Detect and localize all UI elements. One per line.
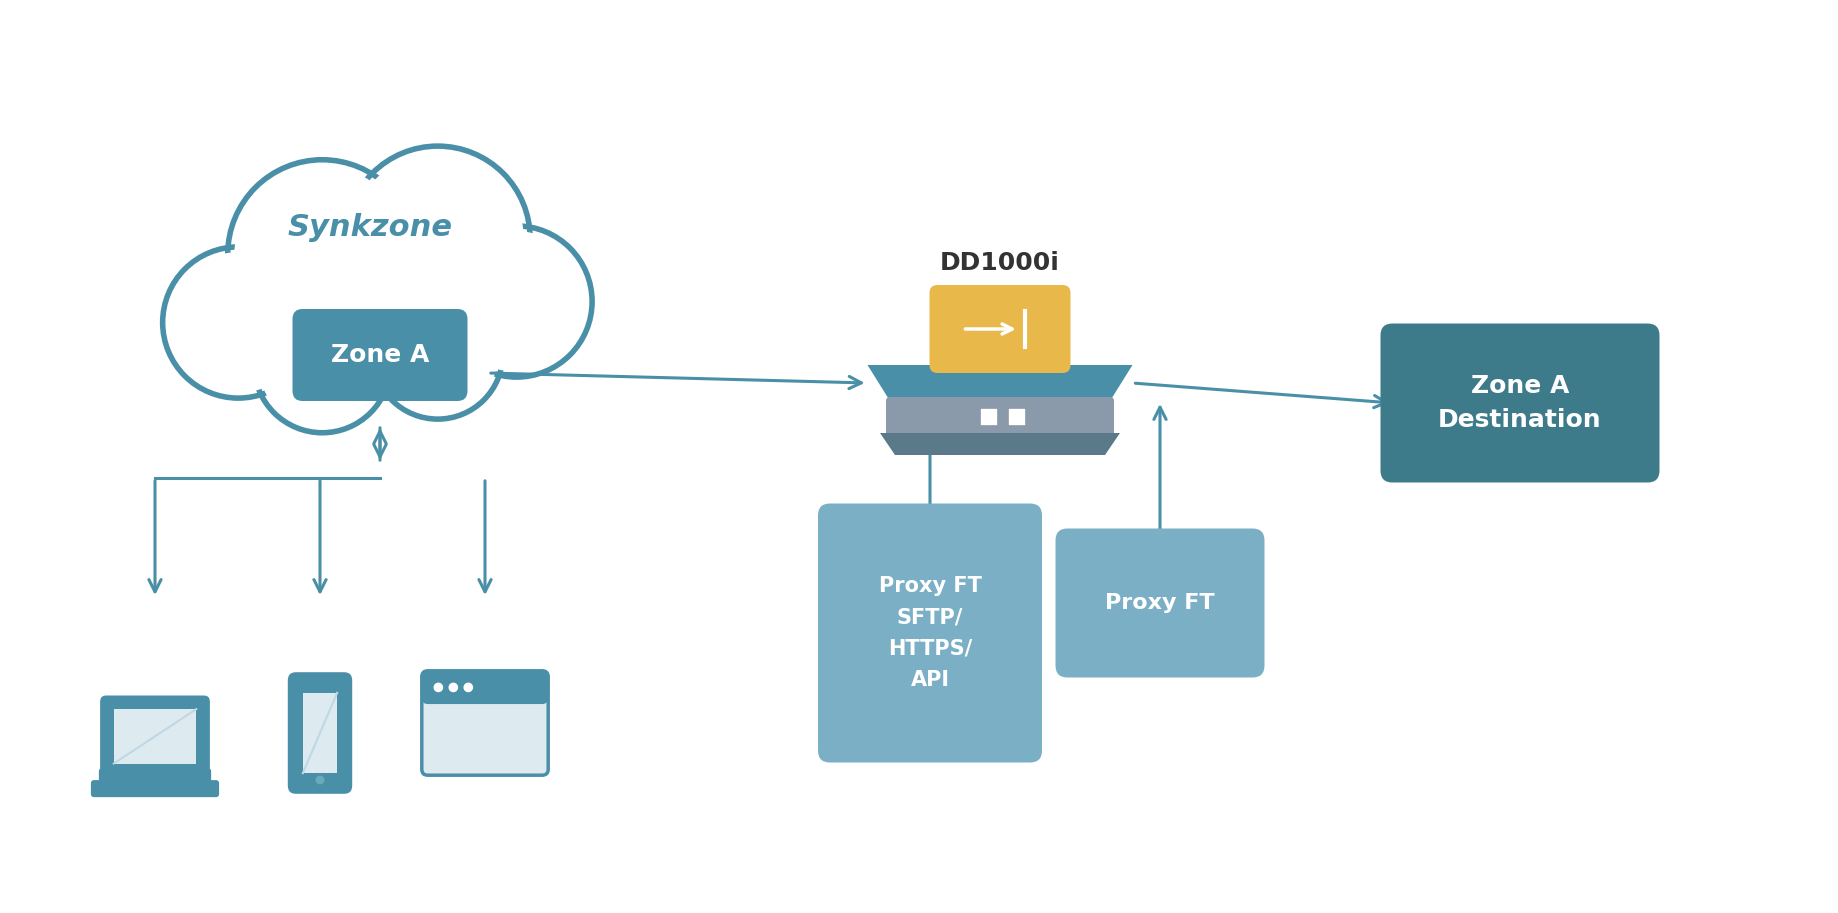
Text: Proxy FT: Proxy FT	[1105, 593, 1215, 613]
FancyBboxPatch shape	[421, 671, 548, 775]
Text: Proxy FT
SFTP/
HTTPS/
API: Proxy FT SFTP/ HTTPS/ API	[879, 576, 981, 690]
Circle shape	[377, 293, 498, 415]
Text: Synkzone: Synkzone	[287, 214, 452, 243]
FancyBboxPatch shape	[1380, 323, 1660, 482]
Circle shape	[162, 247, 314, 398]
Text: Zone A
Destination: Zone A Destination	[1437, 374, 1601, 432]
Polygon shape	[868, 365, 1132, 401]
Circle shape	[373, 289, 504, 419]
FancyBboxPatch shape	[421, 671, 548, 704]
Circle shape	[316, 775, 325, 784]
Polygon shape	[114, 709, 197, 763]
Circle shape	[441, 226, 592, 377]
FancyBboxPatch shape	[292, 309, 467, 401]
FancyBboxPatch shape	[99, 696, 210, 777]
Circle shape	[346, 146, 529, 331]
FancyBboxPatch shape	[980, 408, 998, 426]
Polygon shape	[303, 693, 336, 773]
Text: Zone A: Zone A	[331, 343, 430, 367]
FancyBboxPatch shape	[99, 768, 211, 786]
FancyBboxPatch shape	[818, 503, 1042, 762]
Circle shape	[463, 683, 472, 692]
FancyBboxPatch shape	[289, 672, 353, 793]
FancyBboxPatch shape	[930, 285, 1070, 373]
Text: DD1000i: DD1000i	[939, 251, 1061, 275]
Polygon shape	[880, 433, 1119, 455]
FancyBboxPatch shape	[1007, 408, 1026, 426]
Circle shape	[447, 231, 586, 372]
Circle shape	[167, 252, 309, 393]
Circle shape	[259, 301, 386, 428]
FancyBboxPatch shape	[1055, 529, 1265, 677]
FancyBboxPatch shape	[886, 397, 1114, 437]
Circle shape	[448, 683, 458, 692]
Circle shape	[228, 160, 417, 349]
Circle shape	[351, 152, 524, 324]
Circle shape	[235, 166, 410, 342]
Circle shape	[434, 683, 443, 692]
Circle shape	[254, 296, 390, 433]
FancyBboxPatch shape	[90, 780, 219, 797]
